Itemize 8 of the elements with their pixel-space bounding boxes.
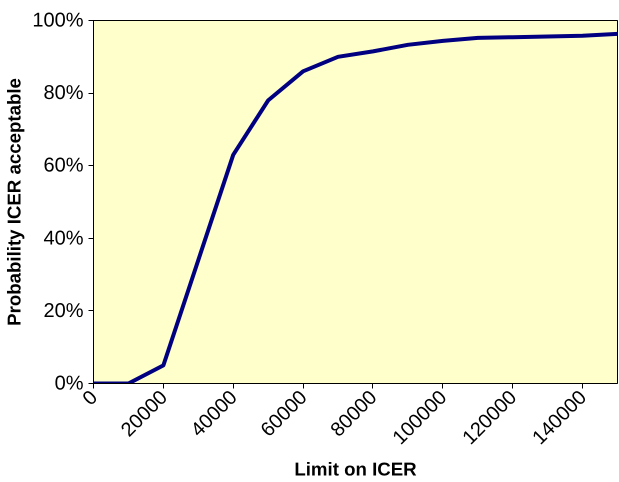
y-tick-label: 40% <box>43 227 84 250</box>
y-tick-label: 20% <box>43 300 84 322</box>
y-tick-label: 80% <box>43 82 84 104</box>
y-tick-label: 60% <box>43 154 84 177</box>
y-tick-label: 0% <box>54 372 84 394</box>
y-axis-title: Probability ICER acceptable <box>3 78 24 326</box>
x-axis-title: Limit on ICER <box>294 458 418 480</box>
y-tick-label: 100% <box>32 10 84 32</box>
